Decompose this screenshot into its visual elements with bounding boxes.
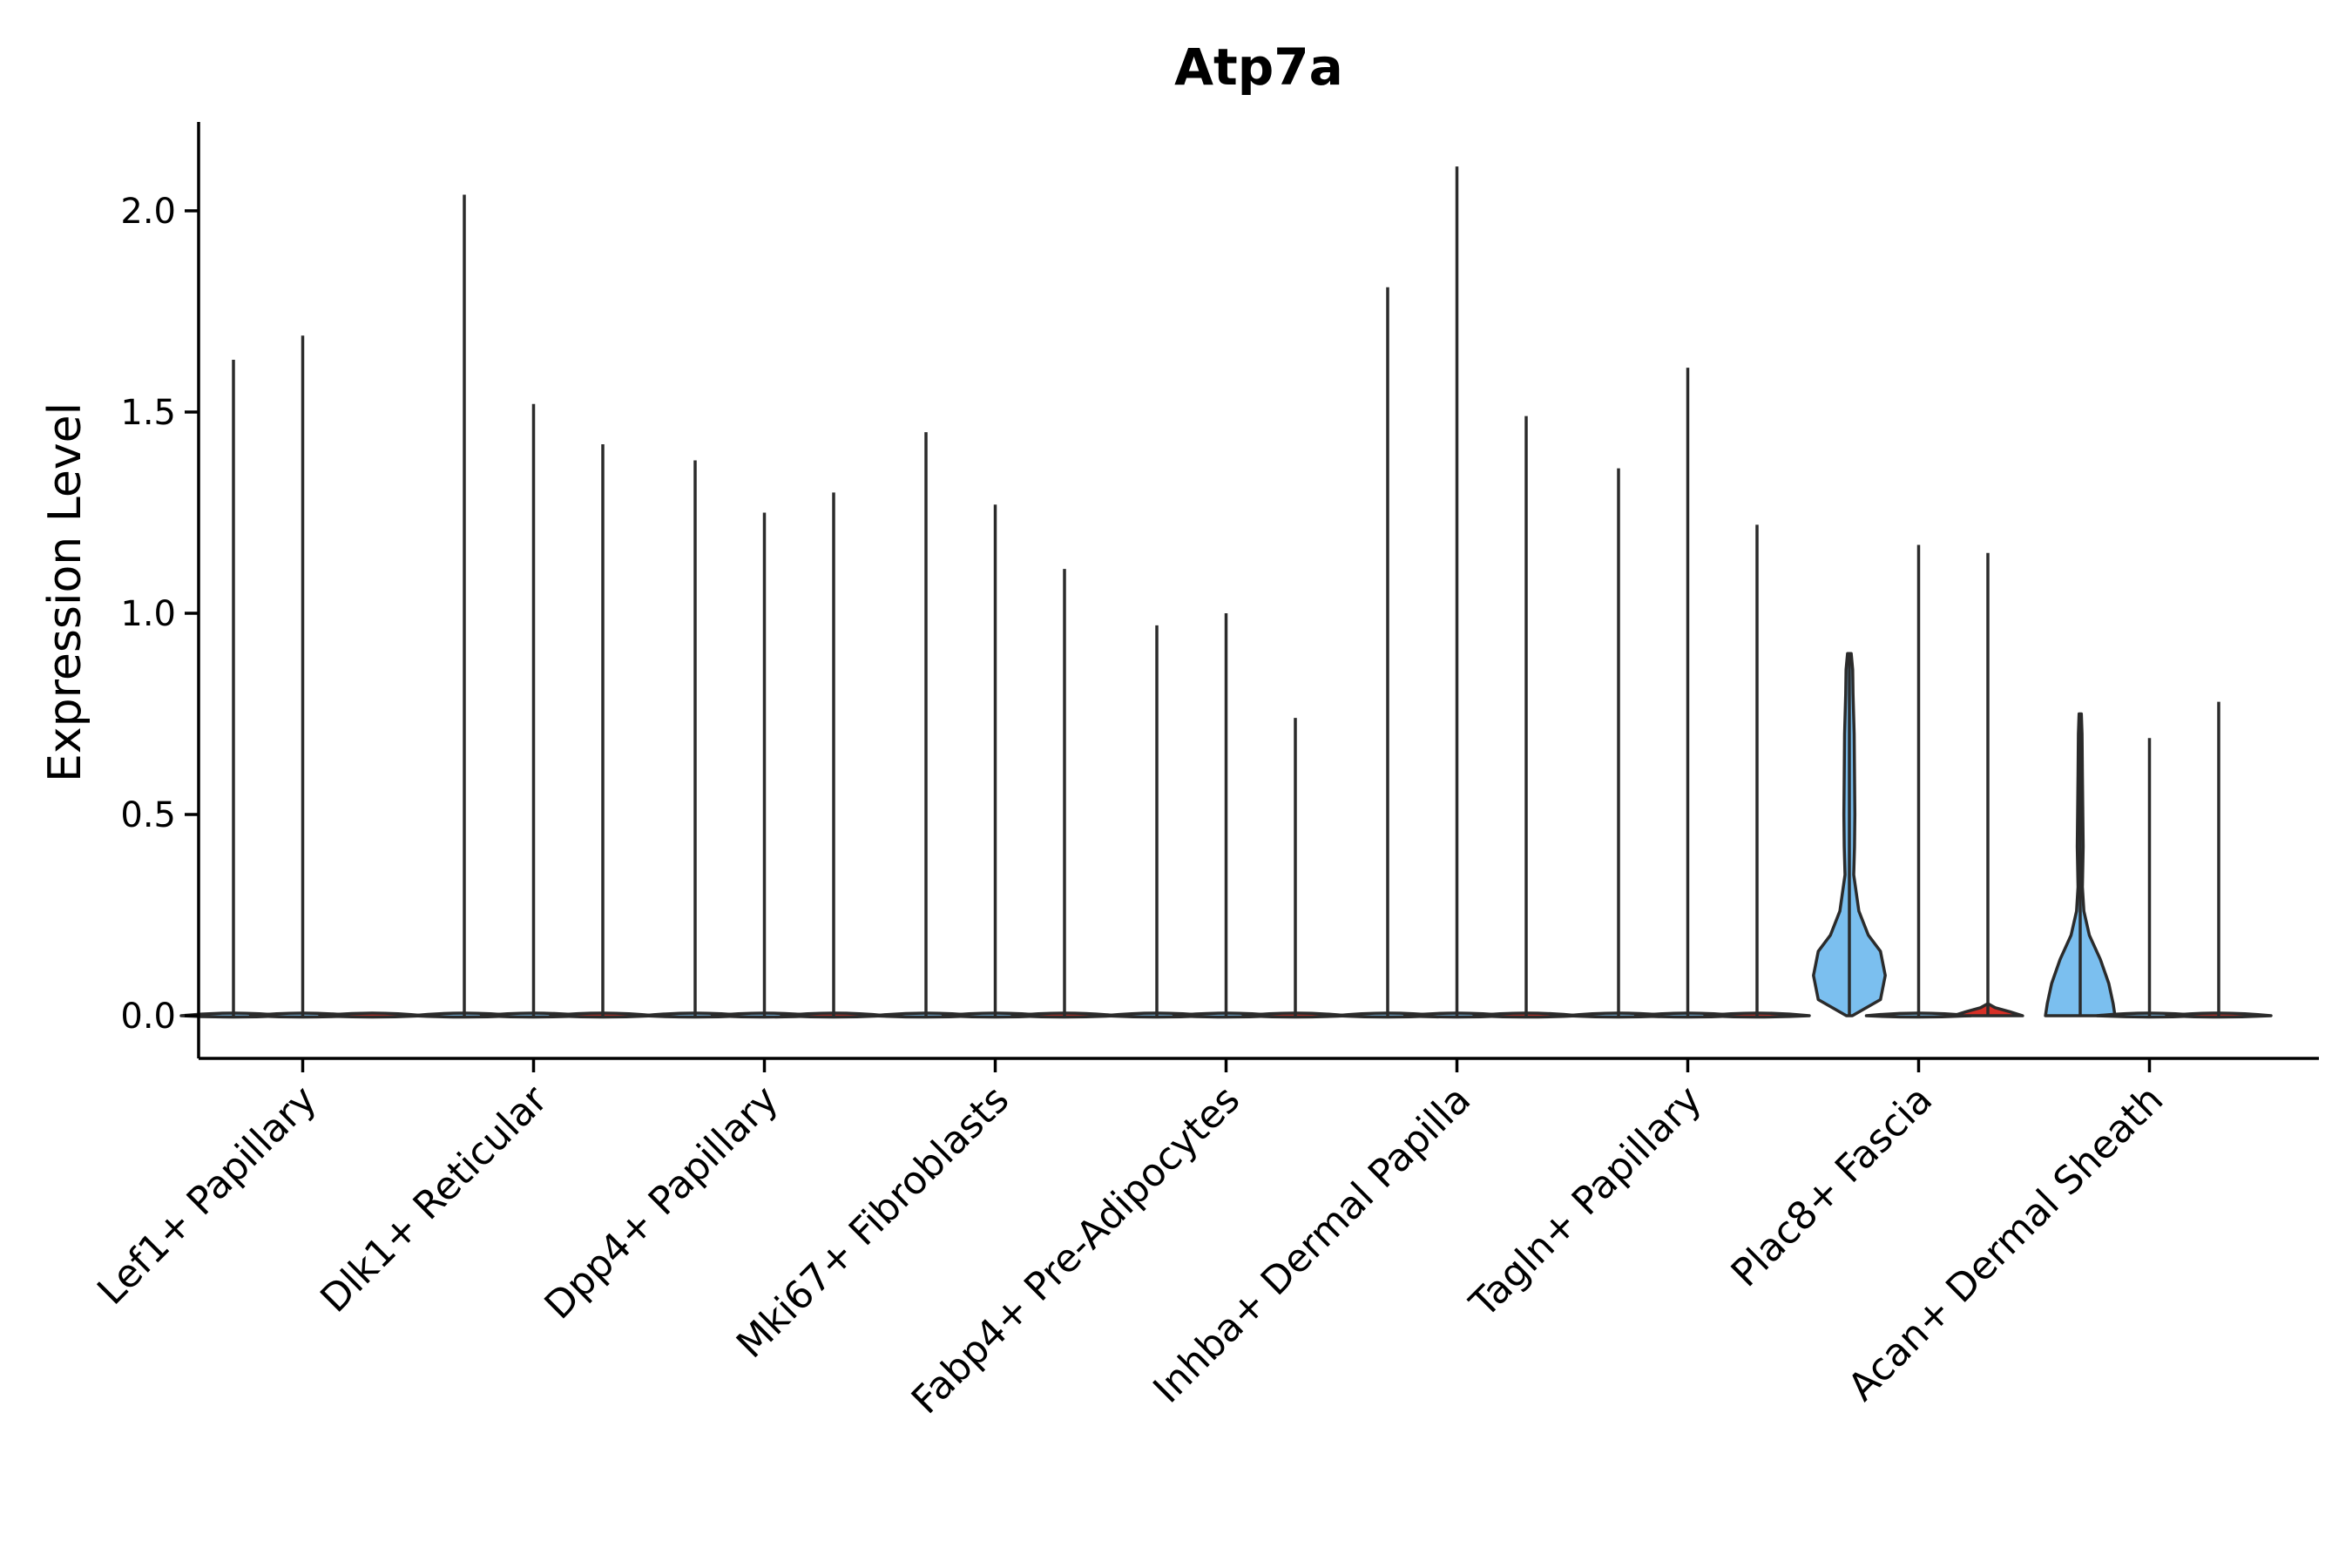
y-axis-label: Expression Level (39, 402, 91, 782)
x-tick-label: Plac8+ Fascia (1723, 1078, 1942, 1296)
y-tick-label: 1.5 (120, 393, 176, 433)
y-tick-label: 0.0 (120, 997, 176, 1037)
x-tick-label: Lef1+ Papillary (89, 1078, 325, 1314)
y-tick-label: 1.0 (120, 594, 176, 634)
chart-title: Atp7a (1174, 37, 1343, 97)
x-tick-label: Dpp4+ Papillary (537, 1078, 787, 1328)
chart-marks (179, 166, 2273, 1019)
y-tick-label: 2.0 (120, 192, 176, 232)
x-tick-label: Dlk1+ Reticular (312, 1077, 557, 1321)
y-tick-label: 0.5 (120, 795, 176, 835)
y-axis: 0.0 0.5 1.0 1.5 2.0 (120, 122, 200, 1058)
x-tick-label: Tagln+ Papillary (1461, 1078, 1710, 1327)
violin-shape (318, 1011, 426, 1019)
